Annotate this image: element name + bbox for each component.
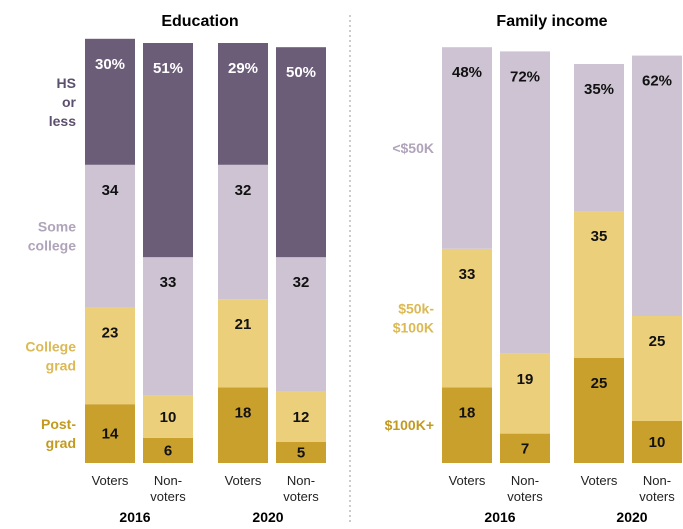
edu-data-label: 34 bbox=[102, 182, 119, 199]
inc-data-label: 35 bbox=[591, 228, 608, 245]
edu-bar-segment bbox=[143, 395, 193, 438]
inc-bar-segment bbox=[500, 51, 550, 354]
edu-bar-segment bbox=[276, 257, 326, 392]
inc-category-label: $100K+ bbox=[385, 417, 434, 433]
inc-year-label: 2016 bbox=[484, 509, 515, 525]
edu-x-label: Non-voters bbox=[150, 473, 186, 504]
edu-bar-segment bbox=[218, 164, 268, 300]
inc-bar-segment bbox=[632, 316, 682, 421]
edu-x-label: Non-voters bbox=[283, 473, 319, 504]
inc-data-label: 18 bbox=[459, 404, 476, 421]
edu-bar-segment bbox=[276, 391, 326, 442]
edu-bar-segment bbox=[85, 307, 135, 405]
inc-data-label: 72% bbox=[510, 68, 540, 85]
inc-data-label: 10 bbox=[649, 434, 666, 451]
edu-year-label: 2020 bbox=[252, 509, 283, 525]
edu-data-label: 21 bbox=[235, 316, 252, 333]
edu-data-label: 33 bbox=[160, 274, 177, 291]
edu-category-label: Some college bbox=[28, 219, 76, 254]
edu-data-label: 10 bbox=[160, 409, 177, 426]
edu-panel-title: Education bbox=[161, 13, 238, 30]
edu-data-label: 18 bbox=[235, 404, 252, 421]
edu-data-label: 12 bbox=[293, 409, 310, 426]
edu-data-label: 32 bbox=[293, 274, 310, 291]
edu-bar-segment bbox=[276, 442, 326, 463]
inc-category-label: <$50K bbox=[392, 140, 434, 156]
edu-data-label: 5 bbox=[297, 445, 305, 462]
inc-bar-segment bbox=[632, 55, 682, 316]
edu-data-label: 6 bbox=[164, 442, 172, 459]
inc-category-label: $50k-$100K bbox=[393, 301, 435, 336]
edu-year-label: 2016 bbox=[119, 509, 150, 525]
edu-category-label: Post-grad bbox=[41, 416, 76, 451]
inc-x-label: Non-voters bbox=[507, 473, 543, 504]
edu-data-label: 32 bbox=[235, 182, 252, 199]
inc-bar-segment bbox=[442, 47, 492, 249]
inc-x-label: Voters bbox=[449, 473, 486, 488]
edu-bar-segment bbox=[218, 387, 268, 463]
edu-bar-segment bbox=[218, 299, 268, 388]
inc-data-label: 7 bbox=[521, 440, 529, 457]
inc-data-label: 48% bbox=[452, 64, 482, 81]
inc-data-label: 62% bbox=[642, 73, 672, 90]
inc-data-label: 35% bbox=[584, 81, 614, 98]
edu-data-label: 30% bbox=[95, 56, 125, 73]
inc-x-label: Voters bbox=[581, 473, 618, 488]
edu-data-label: 51% bbox=[153, 60, 183, 77]
inc-bar-segment bbox=[500, 353, 550, 434]
edu-bar-segment bbox=[85, 38, 135, 165]
edu-data-label: 29% bbox=[228, 60, 258, 77]
inc-bar-segment bbox=[574, 211, 624, 358]
inc-data-label: 25 bbox=[649, 333, 666, 350]
edu-x-label: Voters bbox=[92, 473, 129, 488]
inc-data-label: 19 bbox=[517, 371, 534, 388]
edu-bar-segment bbox=[276, 47, 326, 258]
edu-x-label: Voters bbox=[225, 473, 262, 488]
inc-year-label: 2020 bbox=[616, 509, 647, 525]
edu-bar-segment bbox=[143, 43, 193, 258]
edu-category-label: College grad bbox=[25, 338, 76, 373]
inc-data-label: 33 bbox=[459, 266, 476, 283]
inc-x-label: Non-voters bbox=[639, 473, 675, 504]
edu-data-label: 50% bbox=[286, 64, 316, 81]
inc-bar-segment bbox=[632, 421, 682, 463]
edu-bar-segment bbox=[143, 437, 193, 463]
edu-category-label: HS or less bbox=[49, 75, 77, 129]
inc-bar-segment bbox=[500, 433, 550, 463]
edu-data-label: 23 bbox=[102, 325, 119, 342]
inc-bar-segment bbox=[442, 387, 492, 463]
inc-panel-title: Family income bbox=[496, 13, 607, 30]
inc-bar-segment bbox=[574, 64, 624, 211]
edu-data-label: 14 bbox=[102, 426, 119, 443]
inc-data-label: 25 bbox=[591, 375, 608, 392]
edu-bar-segment bbox=[85, 404, 135, 463]
inc-bar-segment bbox=[442, 248, 492, 388]
edu-bar-segment bbox=[143, 257, 193, 396]
edu-bar-segment bbox=[218, 43, 268, 165]
edu-bar-segment bbox=[85, 164, 135, 308]
inc-bar-segment bbox=[574, 358, 624, 463]
